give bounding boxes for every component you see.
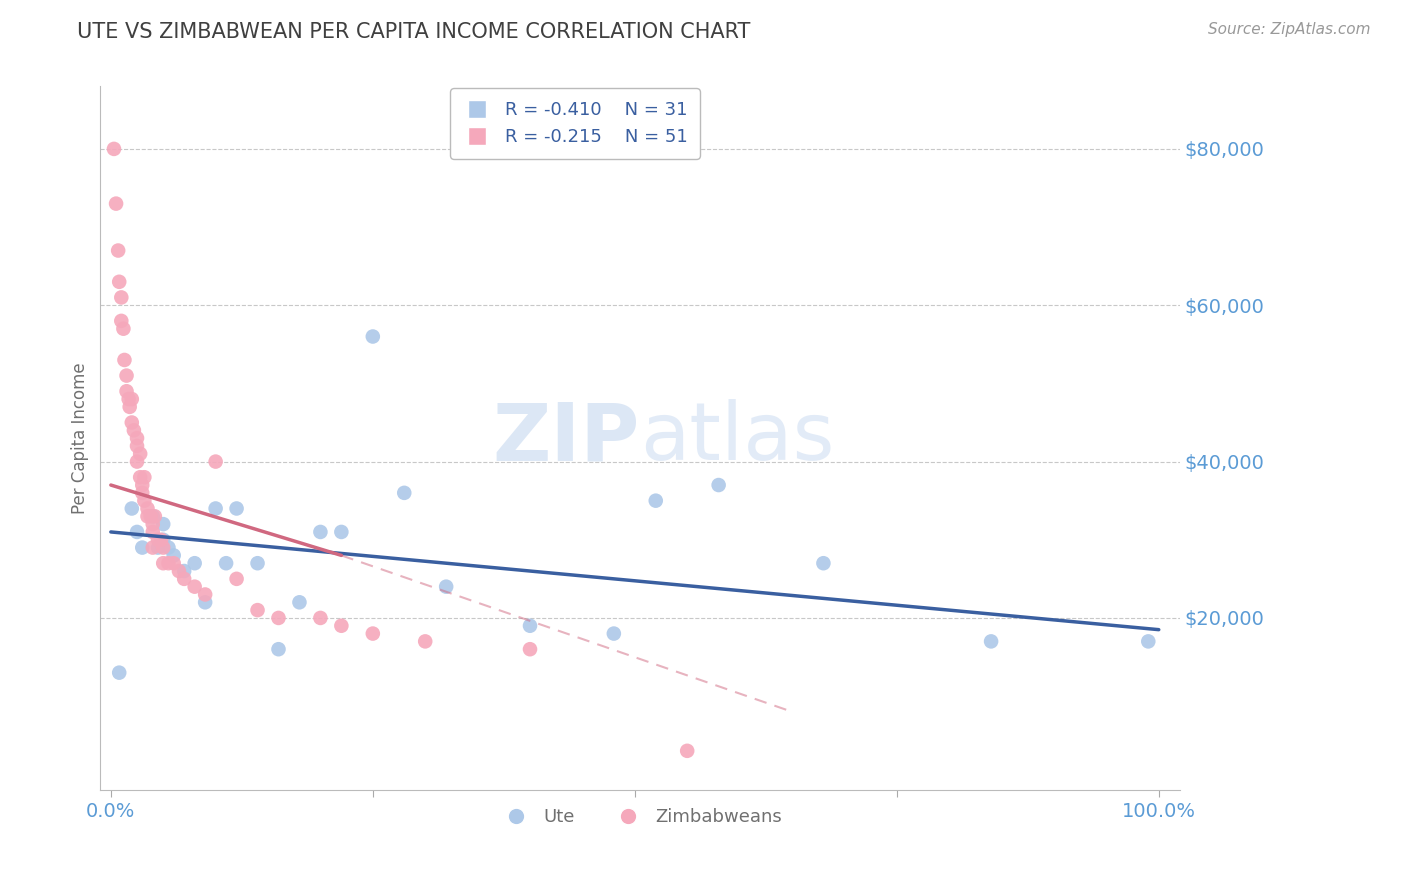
- Point: [225, 572, 247, 586]
- Point: [108, 665, 131, 680]
- Point: [129, 470, 152, 484]
- Legend: Ute, Zimbabweans: Ute, Zimbabweans: [491, 801, 790, 834]
- Point: [107, 244, 129, 258]
- Point: [122, 423, 145, 437]
- Point: [246, 556, 269, 570]
- Point: [134, 470, 156, 484]
- Point: [163, 556, 186, 570]
- Point: [125, 524, 148, 539]
- Point: [676, 744, 699, 758]
- Point: [309, 611, 332, 625]
- Point: [194, 595, 217, 609]
- Point: [330, 524, 353, 539]
- Point: [183, 580, 205, 594]
- Point: [267, 642, 290, 657]
- Point: [115, 368, 138, 383]
- Point: [131, 486, 153, 500]
- Point: [131, 541, 153, 555]
- Point: [121, 416, 143, 430]
- Point: [330, 619, 353, 633]
- Point: [225, 501, 247, 516]
- Point: [157, 541, 180, 555]
- Point: [136, 501, 159, 516]
- Point: [204, 501, 226, 516]
- Point: [112, 321, 135, 335]
- Point: [110, 290, 132, 304]
- Point: [361, 329, 384, 343]
- Point: [309, 524, 332, 539]
- Point: [707, 478, 730, 492]
- Point: [361, 626, 384, 640]
- Point: [114, 353, 136, 368]
- Point: [152, 517, 174, 532]
- Point: [134, 493, 156, 508]
- Point: [173, 564, 195, 578]
- Point: [603, 626, 626, 640]
- Point: [204, 454, 226, 468]
- Point: [519, 619, 541, 633]
- Point: [394, 486, 416, 500]
- Point: [519, 642, 541, 657]
- Point: [152, 533, 174, 547]
- Point: [267, 611, 290, 625]
- Y-axis label: Per Capita Income: Per Capita Income: [72, 362, 89, 514]
- Point: [980, 634, 1002, 648]
- Point: [105, 196, 128, 211]
- Point: [125, 431, 148, 445]
- Point: [108, 275, 131, 289]
- Point: [167, 564, 190, 578]
- Text: Source: ZipAtlas.com: Source: ZipAtlas.com: [1208, 22, 1371, 37]
- Point: [117, 392, 139, 406]
- Point: [413, 634, 436, 648]
- Point: [246, 603, 269, 617]
- Point: [142, 517, 165, 532]
- Point: [110, 314, 132, 328]
- Point: [434, 580, 457, 594]
- Point: [143, 509, 166, 524]
- Point: [125, 454, 148, 468]
- Point: [121, 392, 143, 406]
- Text: ZIP: ZIP: [492, 399, 640, 477]
- Point: [136, 509, 159, 524]
- Point: [125, 439, 148, 453]
- Point: [129, 447, 152, 461]
- Point: [194, 587, 217, 601]
- Point: [157, 556, 180, 570]
- Point: [103, 142, 125, 156]
- Point: [118, 400, 141, 414]
- Point: [288, 595, 311, 609]
- Point: [115, 384, 138, 399]
- Point: [215, 556, 238, 570]
- Point: [146, 541, 169, 555]
- Point: [142, 541, 165, 555]
- Point: [150, 533, 173, 547]
- Point: [813, 556, 835, 570]
- Point: [163, 549, 186, 563]
- Point: [142, 509, 165, 524]
- Point: [183, 556, 205, 570]
- Point: [152, 541, 174, 555]
- Point: [146, 533, 169, 547]
- Point: [1137, 634, 1160, 648]
- Point: [644, 493, 666, 508]
- Point: [152, 556, 174, 570]
- Point: [173, 572, 195, 586]
- Point: [131, 478, 153, 492]
- Point: [139, 509, 162, 524]
- Text: atlas: atlas: [640, 399, 834, 477]
- Point: [142, 524, 165, 539]
- Point: [121, 501, 143, 516]
- Text: UTE VS ZIMBABWEAN PER CAPITA INCOME CORRELATION CHART: UTE VS ZIMBABWEAN PER CAPITA INCOME CORR…: [77, 22, 751, 42]
